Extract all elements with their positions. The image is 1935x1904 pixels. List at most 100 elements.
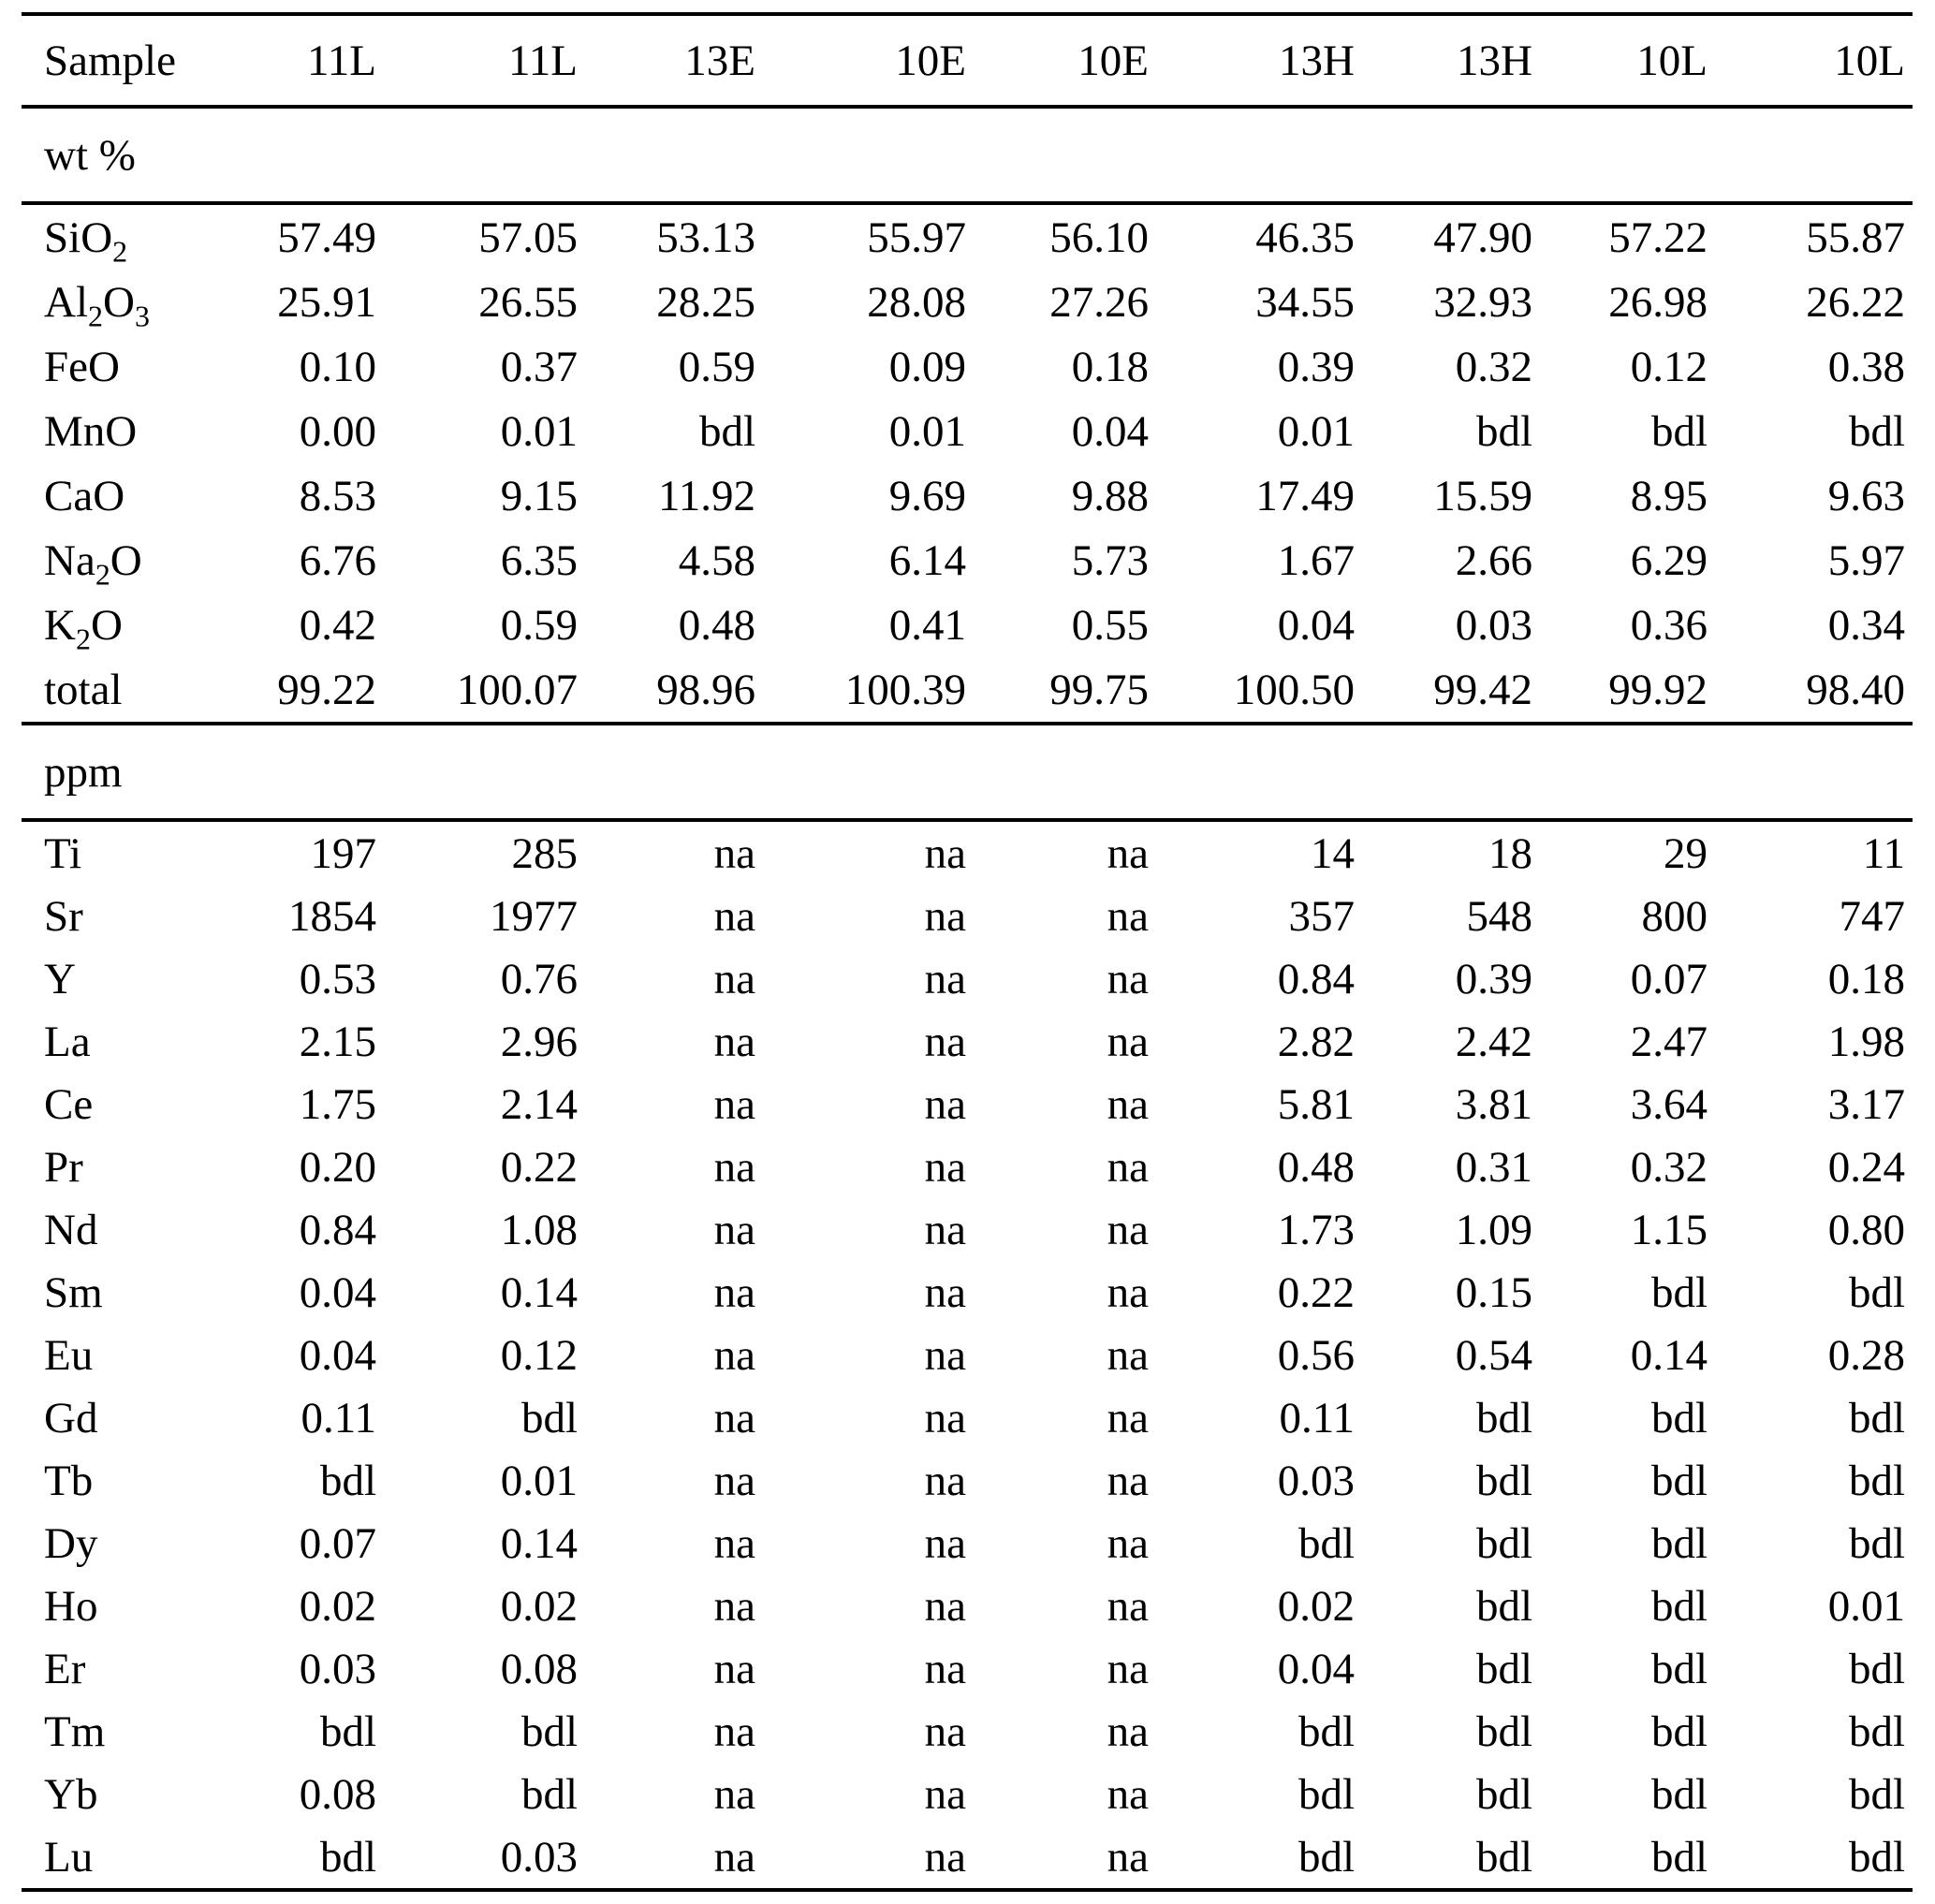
- cell-value: 0.18: [1827, 954, 1905, 1003]
- cell-value: 57.05: [478, 212, 578, 262]
- cell-value: 1.98: [1827, 1017, 1905, 1066]
- cell-value: 2.96: [500, 1017, 578, 1066]
- cell-value: na: [1107, 1267, 1149, 1317]
- cell-value: na: [713, 1267, 755, 1317]
- cell-value: 3.17: [1827, 1079, 1905, 1129]
- cell-value: 6.29: [1630, 535, 1708, 585]
- row-label: Ce: [44, 1079, 94, 1129]
- cell-value: 0.32: [1455, 342, 1532, 391]
- cell-value: 0.03: [1277, 1456, 1355, 1505]
- cell-value: 99.92: [1540, 657, 1715, 725]
- cell-value: 28.08: [867, 277, 966, 327]
- cell-value: 0.48: [1277, 1142, 1355, 1192]
- geochemistry-table: Sample 11L 11L 13E 10E 10E 13H 13H 10L 1…: [22, 12, 1913, 1892]
- cell-value: 0.38: [1827, 342, 1905, 391]
- cell-value: bdl: [1297, 1518, 1355, 1568]
- cell-value: 29: [1664, 828, 1708, 878]
- cell-value: 98.96: [585, 657, 763, 725]
- cell-value: 99.42: [1362, 657, 1540, 725]
- cell-value: 57.22: [1608, 212, 1708, 262]
- cell-value: 100.50: [1156, 657, 1362, 725]
- cell-value: bdl: [1650, 1393, 1708, 1443]
- cell-value: na: [924, 1769, 966, 1819]
- cell-value: 0.18: [1071, 342, 1149, 391]
- cell-value: na: [924, 828, 966, 878]
- cell-value: 0.04: [1277, 1644, 1355, 1693]
- cell-value: 0.59: [500, 600, 578, 650]
- table-row: Sr 1854 1977 na na na 357 548 800 747: [22, 885, 1913, 947]
- cell-value: bdl: [1848, 1393, 1905, 1443]
- cell-value: 0.12: [1630, 342, 1708, 391]
- cell-value: 800: [1641, 891, 1708, 941]
- table-row: Tb bdl 0.01 na na na 0.03 bdl bdl bdl: [22, 1449, 1913, 1512]
- cell-value: 46.35: [1255, 212, 1355, 262]
- cell-value: 0.14: [1630, 1330, 1708, 1380]
- cell-value: bdl: [1362, 1825, 1540, 1892]
- cell-value: 0.04: [1071, 406, 1149, 456]
- column-header: 10L: [1715, 14, 1913, 109]
- cell-value: bdl: [1848, 1267, 1905, 1317]
- cell-value: na: [1107, 1706, 1149, 1756]
- cell-value: bdl: [1475, 1518, 1532, 1568]
- cell-value: 2.66: [1455, 535, 1532, 585]
- row-label: Sr: [44, 891, 83, 941]
- cell-value: 0.24: [1827, 1142, 1905, 1192]
- row-label: Lu: [22, 1825, 209, 1892]
- row-label: CaO: [44, 471, 125, 520]
- table-row: Pr 0.20 0.22 na na na 0.48 0.31 0.32 0.24: [22, 1135, 1913, 1198]
- table-row: Yb 0.08 bdl na na na bdl bdl bdl bdl: [22, 1763, 1913, 1825]
- cell-value: 27.26: [1049, 277, 1149, 327]
- cell-value: 3.81: [1455, 1079, 1532, 1129]
- table-row: Y 0.53 0.76 na na na 0.84 0.39 0.07 0.18: [22, 947, 1913, 1010]
- cell-value: na: [1107, 1644, 1149, 1693]
- cell-value: 9.69: [888, 471, 966, 520]
- cell-value: 28.25: [656, 277, 755, 327]
- cell-value: bdl: [1650, 1456, 1708, 1505]
- column-header: 13H: [1156, 14, 1362, 109]
- table-row: CaO 8.53 9.15 11.92 9.69 9.88 17.49 15.59 8.95 9.…: [22, 463, 1913, 528]
- row-label: total: [22, 657, 209, 725]
- cell-value: na: [1107, 1205, 1149, 1254]
- cell-value: na: [1107, 1079, 1149, 1129]
- row-label: Tm: [44, 1706, 106, 1756]
- cell-value: 57.49: [277, 212, 376, 262]
- cell-value: na: [1107, 828, 1149, 878]
- cell-value: 34.55: [1255, 277, 1355, 327]
- cell-value: 0.22: [500, 1142, 578, 1192]
- cell-value: 0.04: [299, 1267, 376, 1317]
- table-row: K2O 0.42 0.59 0.48 0.41 0.55 0.04 0.03 0.36 0.34: [22, 593, 1913, 657]
- cell-value: 47.90: [1433, 212, 1532, 262]
- cell-value: 0.09: [888, 342, 966, 391]
- cell-value: bdl: [209, 1825, 384, 1892]
- section-wt-percent: wt % SiO2 57.49 57.05 53.13 55.97 56.10 46.35 47…: [22, 107, 1913, 725]
- cell-value: bdl: [319, 1456, 376, 1505]
- cell-value: na: [1107, 1769, 1149, 1819]
- cell-value: 5.73: [1071, 535, 1149, 585]
- cell-value: 18: [1488, 828, 1532, 878]
- table-header: Sample 11L 11L 13E 10E 10E 13H 13H 10L 1…: [22, 14, 1913, 109]
- cell-value: 0.03: [384, 1825, 585, 1892]
- table-row: total 99.22 100.07 98.96 100.39 99.75 100.50 99…: [22, 657, 1913, 725]
- cell-value: 11: [1862, 828, 1905, 878]
- cell-value: na: [1107, 891, 1149, 941]
- cell-value: 0.02: [1277, 1581, 1355, 1631]
- column-header: 13E: [585, 14, 763, 109]
- cell-value: bdl: [1650, 1581, 1708, 1631]
- column-header: 10E: [763, 14, 974, 109]
- cell-value: 4.58: [678, 535, 755, 585]
- cell-value: 1.09: [1455, 1205, 1532, 1254]
- cell-value: na: [1107, 1581, 1149, 1631]
- row-label: Tb: [44, 1456, 94, 1505]
- row-label: K2O: [44, 600, 123, 655]
- cell-value: bdl: [1848, 1518, 1905, 1568]
- cell-value: 548: [1466, 891, 1533, 941]
- cell-value: 0.28: [1827, 1330, 1905, 1380]
- cell-value: na: [713, 1079, 755, 1129]
- cell-value: 0.48: [678, 600, 755, 650]
- cell-value: na: [763, 1825, 974, 1892]
- cell-value: na: [713, 1205, 755, 1254]
- cell-value: na: [1107, 954, 1149, 1003]
- cell-value: bdl: [1156, 1825, 1362, 1892]
- cell-value: bdl: [698, 406, 755, 456]
